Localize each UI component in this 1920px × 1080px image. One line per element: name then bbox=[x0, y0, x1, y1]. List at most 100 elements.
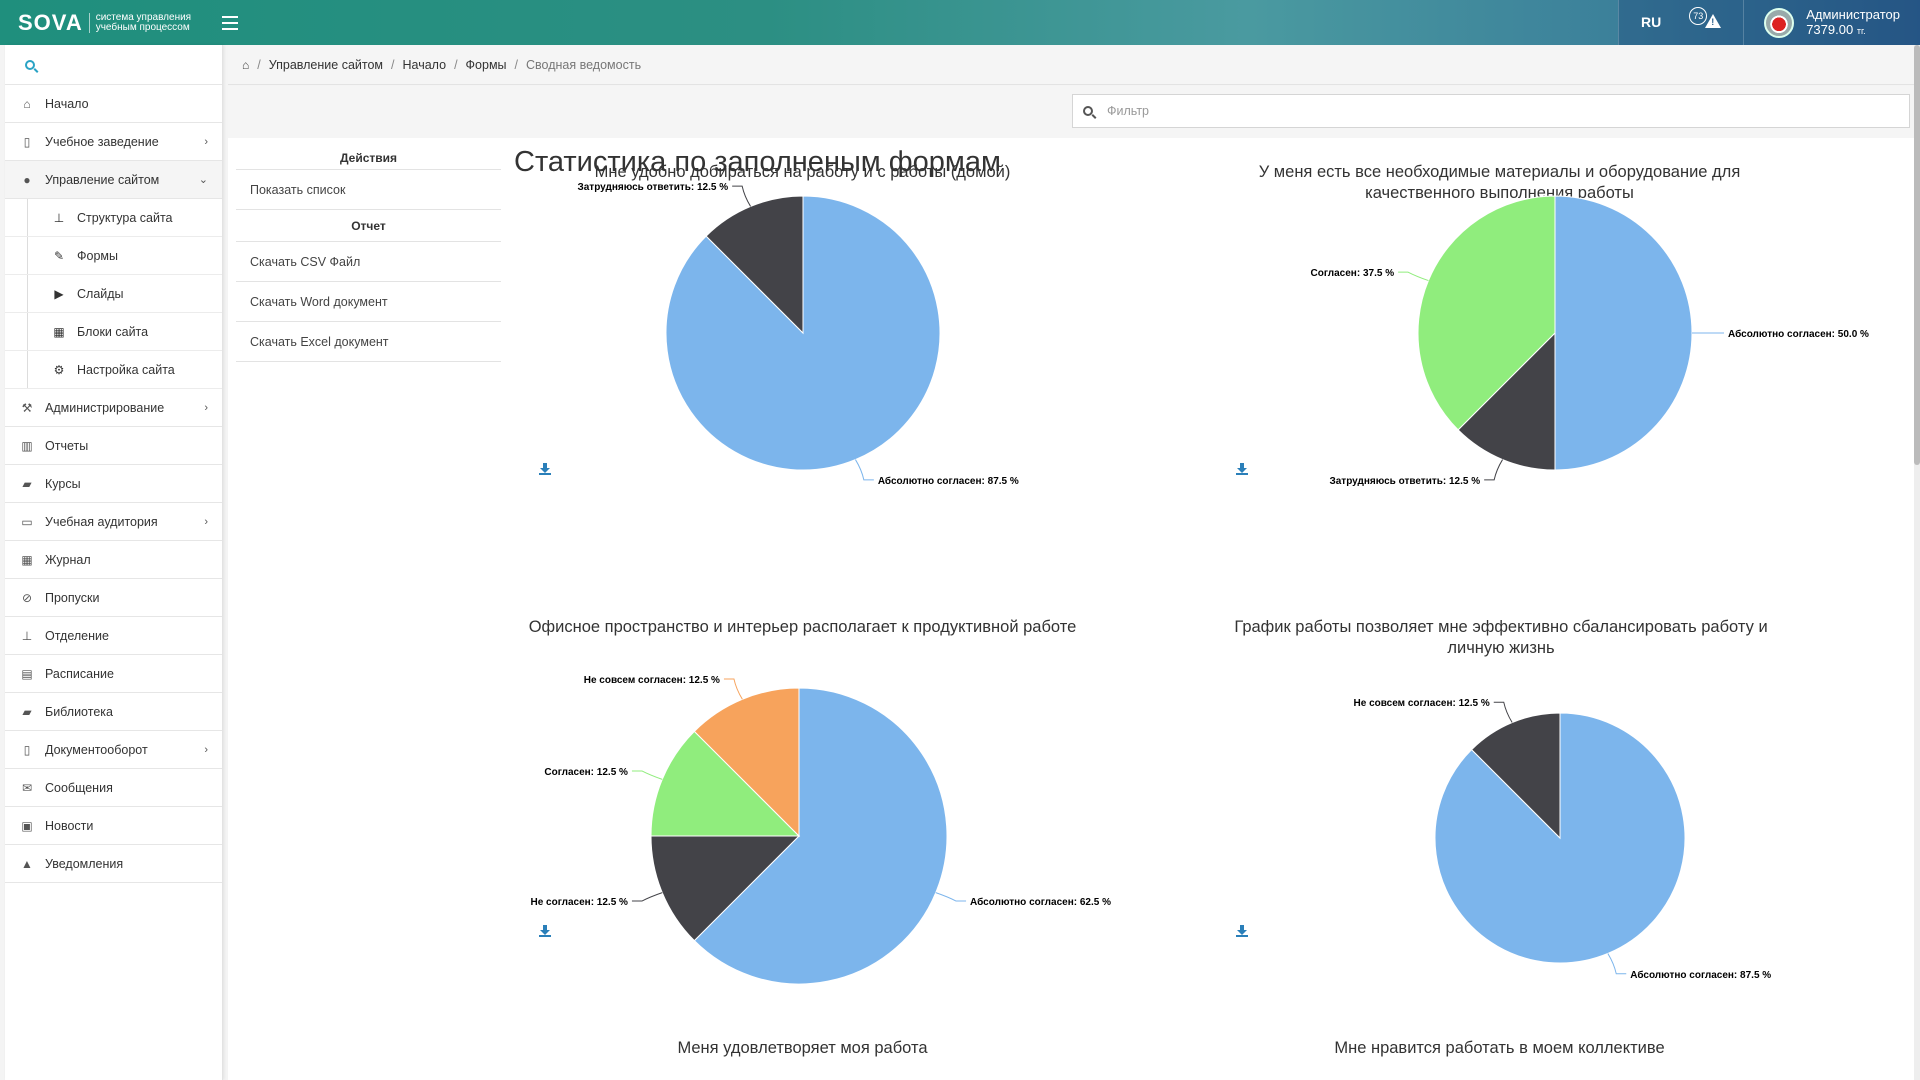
sidebar-subitem[interactable]: ▦ Блоки сайта bbox=[5, 313, 222, 351]
alerts-button[interactable]: 73 bbox=[1683, 0, 1743, 45]
building-icon: ▯ bbox=[23, 134, 31, 149]
sidebar-item[interactable]: ▣ Новости bbox=[5, 807, 222, 845]
chart-title: График работы позволяет мне эффективно с… bbox=[1234, 618, 1768, 657]
pie-label-connector bbox=[732, 185, 751, 207]
table-icon: ▦ bbox=[21, 552, 33, 567]
pie-data-label: Не согласен: 12.5 % bbox=[530, 897, 628, 908]
chart-title: Офисное пространство и интерьер располаг… bbox=[528, 618, 1077, 636]
chart-title: Мне нравится работать в моем коллективе bbox=[1334, 1039, 1665, 1057]
sidebar-item[interactable]: ⊘ Пропуски bbox=[5, 579, 222, 617]
sidebar-item-label: Отделение bbox=[45, 628, 109, 643]
language-switcher[interactable]: RU bbox=[1617, 0, 1683, 45]
pie-slice[interactable] bbox=[1554, 195, 1693, 471]
download-icon[interactable] bbox=[539, 463, 551, 475]
sidebar-item-label: Администрирование bbox=[45, 400, 165, 415]
pie-slice[interactable] bbox=[693, 687, 948, 985]
sidebar-item[interactable]: ▯ Учебное заведение › bbox=[5, 123, 222, 161]
filter-bar: Фильтр bbox=[228, 86, 1920, 138]
pie-data-label: Абсолютно согласен: 87.5 % bbox=[878, 475, 1019, 487]
sidebar-item[interactable]: ⚒ Администрирование › bbox=[5, 389, 222, 427]
sidebar-item-label: Документооборот bbox=[45, 742, 148, 757]
envelope-icon: ✉ bbox=[21, 780, 33, 795]
search-icon bbox=[25, 59, 35, 70]
sidebar-item-label: Уведомления bbox=[45, 856, 124, 871]
warning-icon: ▲ bbox=[21, 856, 33, 871]
scrollbar[interactable] bbox=[1914, 45, 1920, 1080]
show-list-link[interactable]: Показать список bbox=[236, 170, 501, 210]
sidebar-item-label: Учебное заведение bbox=[45, 134, 159, 149]
sidebar-item[interactable]: ▥ Отчеты bbox=[5, 427, 222, 465]
globe-icon: ● bbox=[23, 172, 31, 187]
sidebar-item-label: Курсы bbox=[45, 476, 81, 491]
sidebar-item[interactable]: ▰ Библиотека bbox=[5, 693, 222, 731]
sidebar-subitem[interactable]: ⚙ Настройка сайта bbox=[5, 351, 222, 389]
sidebar-item[interactable]: ▲ Уведомления bbox=[5, 845, 222, 883]
newspaper-icon: ▣ bbox=[21, 818, 33, 833]
pie-data-label: Не совсем согласен: 12.5 % bbox=[584, 675, 720, 686]
logo-subtitle: система управления учебным процессом bbox=[95, 11, 192, 33]
pie-slice[interactable] bbox=[1470, 712, 1561, 840]
sidebar-item[interactable]: ● Управление сайтом ⌄ bbox=[5, 161, 222, 199]
pie-label-connector bbox=[1398, 271, 1429, 282]
user-menu[interactable]: Администратор 7379.00 тг. bbox=[1743, 0, 1920, 45]
download-icon[interactable] bbox=[539, 925, 551, 937]
sidebar-subitem[interactable]: ⊥ Структура сайта bbox=[5, 199, 222, 237]
sidebar-item-label: Библиотека bbox=[45, 704, 113, 719]
pie-data-label: Абсолютно согласен: 87.5 % bbox=[1630, 969, 1771, 981]
sidebar-item[interactable]: ▯ Документооборот › bbox=[5, 731, 222, 769]
pie-data-label: Абсолютно согласен: 50.0 % bbox=[1728, 328, 1869, 340]
home-icon[interactable]: ⌂ bbox=[242, 57, 250, 72]
download-icon[interactable] bbox=[1236, 463, 1248, 475]
actions-panel: Действия Показать список Отчет Скачать C… bbox=[236, 146, 501, 362]
breadcrumb: ⌂ / Управление сайтом / Начало / Формы /… bbox=[228, 45, 1920, 85]
breadcrumb-item[interactable]: Начало bbox=[402, 57, 447, 72]
sidebar-item[interactable]: ▭ Учебная аудитория › bbox=[5, 503, 222, 541]
pie-chart: Абсолютно согласен: 50.0 % Затрудняюсь от… bbox=[1311, 195, 1869, 487]
scrollbar-thumb[interactable] bbox=[1914, 45, 1920, 465]
pie-data-label: Затрудняюсь ответить: 12.5 % bbox=[1329, 476, 1480, 487]
main-content: Действия Показать список Отчет Скачать C… bbox=[228, 138, 1920, 1080]
sidebar-subitem[interactable]: ▶ Слайды bbox=[5, 275, 222, 313]
pie-label-connector bbox=[1484, 459, 1503, 481]
sidebar-item-label: Управление сайтом bbox=[45, 172, 160, 187]
chevron-right-icon: › bbox=[204, 515, 208, 528]
filter-input[interactable]: Фильтр bbox=[1072, 94, 1910, 128]
download-word-link[interactable]: Скачать Word документ bbox=[236, 282, 501, 322]
breadcrumb-item[interactable]: Формы bbox=[465, 57, 507, 72]
sitemap-icon: ⊥ bbox=[53, 210, 65, 225]
pie-chart: Абсолютно согласен: 62.5 % Не согласен: 1… bbox=[530, 675, 1111, 985]
user-info: Администратор 7379.00 тг. bbox=[1806, 7, 1900, 39]
breadcrumb-item[interactable]: Управление сайтом bbox=[268, 57, 384, 72]
pie-data-label: Не совсем согласен: 12.5 % bbox=[1354, 698, 1490, 709]
download-icon[interactable] bbox=[1236, 925, 1248, 937]
top-bar-right: RU 73 Администратор 7379.00 тг. bbox=[1617, 0, 1920, 45]
gears-icon: ⚙ bbox=[53, 362, 65, 377]
pie-slice[interactable] bbox=[665, 195, 941, 471]
sidebar-subitem-label: Настройка сайта bbox=[77, 362, 175, 377]
sidebar-item[interactable]: ⌂ Начало bbox=[5, 85, 222, 123]
ban-icon: ⊘ bbox=[21, 590, 33, 605]
page-title: Статистика по заполненым формам bbox=[514, 146, 1001, 178]
menu-toggle-icon[interactable] bbox=[221, 15, 238, 30]
logo-text: SOVA bbox=[18, 9, 83, 35]
download-csv-link[interactable]: Скачать CSV Файл bbox=[236, 242, 501, 282]
sidebar-item[interactable]: ▦ Журнал bbox=[5, 541, 222, 579]
sidebar-item-label: Расписание bbox=[45, 666, 114, 681]
play-square-icon: ▶ bbox=[54, 286, 64, 301]
logo[interactable]: SOVA система управления учебным процессо… bbox=[18, 10, 206, 36]
projector-icon: ▭ bbox=[21, 514, 33, 529]
sidebar-search[interactable] bbox=[5, 45, 222, 85]
chevron-right-icon: › bbox=[204, 743, 208, 756]
sitemap-icon: ⊥ bbox=[21, 628, 33, 643]
sidebar-item[interactable]: ⊥ Отделение bbox=[5, 617, 222, 655]
sidebar-subitem[interactable]: ✎ Формы bbox=[5, 237, 222, 275]
pie-data-label: Согласен: 37.5 % bbox=[1311, 268, 1395, 279]
sidebar-item[interactable]: ▤ Расписание bbox=[5, 655, 222, 693]
download-excel-link[interactable]: Скачать Excel документ bbox=[236, 322, 501, 362]
chevron-down-icon: ⌄ bbox=[198, 174, 208, 186]
sidebar-item[interactable]: ▰ Курсы bbox=[5, 465, 222, 503]
book-icon: ▰ bbox=[22, 476, 32, 491]
pie-label-connector bbox=[1493, 701, 1513, 723]
sidebar-item[interactable]: ✉ Сообщения bbox=[5, 769, 222, 807]
avatar bbox=[1764, 7, 1795, 38]
